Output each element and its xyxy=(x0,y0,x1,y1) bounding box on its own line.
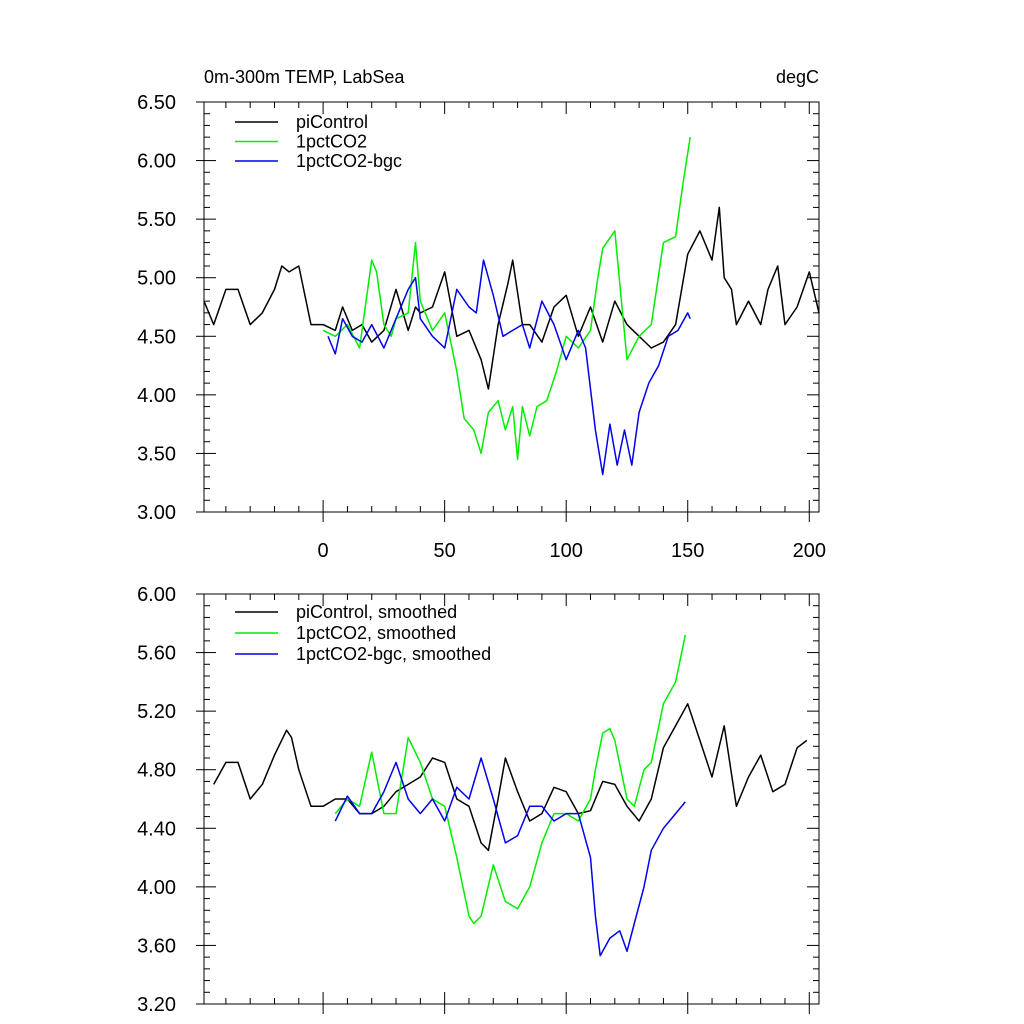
y-tick-label: 4.80 xyxy=(137,760,176,782)
y-tick-labels: 3.20 3.60 4.00 4.40 4.80 5.20 5.60 6.00 xyxy=(137,584,176,1016)
y-tick-label: 5.50 xyxy=(137,209,176,231)
x-tick-label: 50 xyxy=(434,540,456,562)
legend-label: 1pctCO2-bgc xyxy=(296,151,402,171)
plot-frame xyxy=(203,593,820,1005)
series-line xyxy=(213,703,808,852)
y-tick-label: 5.20 xyxy=(137,701,176,723)
y-tick-label: 5.60 xyxy=(137,643,176,665)
x-tick-label: 150 xyxy=(671,540,704,562)
legend-label: piControl xyxy=(296,112,368,132)
legend-label: 1pctCO2, smoothed xyxy=(296,623,456,643)
y-tick-label: 6.00 xyxy=(137,584,176,606)
chart-title: 0m-300m TEMP, LabSea xyxy=(204,67,405,87)
y-tick-label: 3.50 xyxy=(137,443,176,465)
y-tick-label: 4.00 xyxy=(137,385,176,407)
y-tick-label: 3.00 xyxy=(137,502,176,524)
y-tick-label: 4.00 xyxy=(137,877,176,899)
y-tick-label: 6.50 xyxy=(137,92,176,114)
x-tick-label: 100 xyxy=(550,540,583,562)
units-label: degC xyxy=(776,67,819,87)
legend-label: 1pctCO2 xyxy=(296,132,367,152)
plot-frame xyxy=(203,101,820,513)
series-line xyxy=(203,206,820,390)
series-line xyxy=(334,634,687,925)
x-tick-labels: 0 50 100 150 200 xyxy=(318,540,826,562)
y-tick-labels: 3.00 3.50 4.00 4.50 5.00 5.50 6.00 6.50 xyxy=(137,92,176,524)
y-tick-label: 5.00 xyxy=(137,268,176,290)
series-line xyxy=(322,136,691,461)
series-line xyxy=(334,757,686,957)
y-tick-label: 6.00 xyxy=(137,151,176,173)
legend-label: 1pctCO2-bgc, smoothed xyxy=(296,644,491,664)
x-tick-label: 0 xyxy=(318,540,329,562)
x-tick-label: 200 xyxy=(793,540,826,562)
axis-ticks xyxy=(196,593,819,1014)
series-line xyxy=(327,259,691,476)
y-tick-label: 4.40 xyxy=(137,818,176,840)
legend-label: piControl, smoothed xyxy=(296,602,457,622)
chart-panel-bottom: 3.20 3.60 4.00 4.40 4.80 5.20 5.60 6.00 piContr… xyxy=(137,584,820,1016)
y-tick-label: 4.50 xyxy=(137,326,176,348)
axis-ticks xyxy=(196,101,819,522)
data-lines xyxy=(203,136,820,476)
y-tick-label: 3.20 xyxy=(137,994,176,1016)
chart-panel-top: 0m-300m TEMP, LabSea degC 3.00 3.50 4.00 4.… xyxy=(137,67,826,562)
y-tick-label: 3.60 xyxy=(137,935,176,957)
data-lines xyxy=(213,634,808,957)
